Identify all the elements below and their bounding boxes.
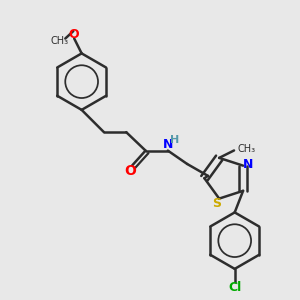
Text: O: O bbox=[68, 28, 79, 41]
Text: CH₃: CH₃ bbox=[50, 36, 68, 46]
Text: N: N bbox=[243, 158, 253, 171]
Text: S: S bbox=[212, 197, 221, 210]
Text: H: H bbox=[170, 135, 179, 145]
Text: CH₃: CH₃ bbox=[238, 144, 256, 154]
Text: O: O bbox=[125, 164, 136, 178]
Text: N: N bbox=[163, 138, 174, 151]
Text: Cl: Cl bbox=[228, 281, 241, 294]
